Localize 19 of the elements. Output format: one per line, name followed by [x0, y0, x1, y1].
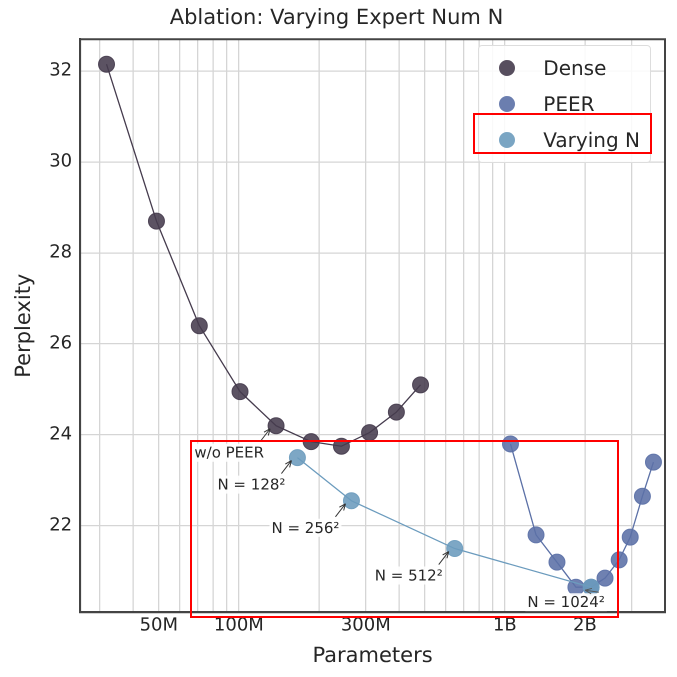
- y-tick-label: 26: [49, 332, 72, 354]
- y-tick-label: 22: [49, 514, 72, 536]
- y-tick-label: 28: [49, 242, 72, 263]
- legend-label: PEER: [543, 92, 595, 116]
- annotation: N = 1024²: [527, 593, 605, 612]
- x-tick-label: 1B: [492, 614, 517, 636]
- x-axis-title: Parameters: [312, 642, 433, 667]
- annotation: N = 512²: [374, 566, 443, 585]
- x-tick-label: 50M: [140, 614, 178, 636]
- legend-label: Varying N: [543, 128, 640, 152]
- chart-title: Ablation: Varying Expert Num N: [170, 5, 504, 30]
- y-tick-label: 24: [49, 424, 72, 445]
- annotation: N = 256²: [271, 518, 340, 537]
- annotation: w/o PEER: [194, 444, 264, 462]
- y-tick-label: 30: [49, 150, 72, 172]
- y-axis-title: Perplexity: [11, 274, 36, 378]
- annotation: N = 128²: [217, 476, 286, 494]
- legend-label: Dense: [543, 56, 606, 80]
- y-tick-label: 32: [49, 60, 72, 81]
